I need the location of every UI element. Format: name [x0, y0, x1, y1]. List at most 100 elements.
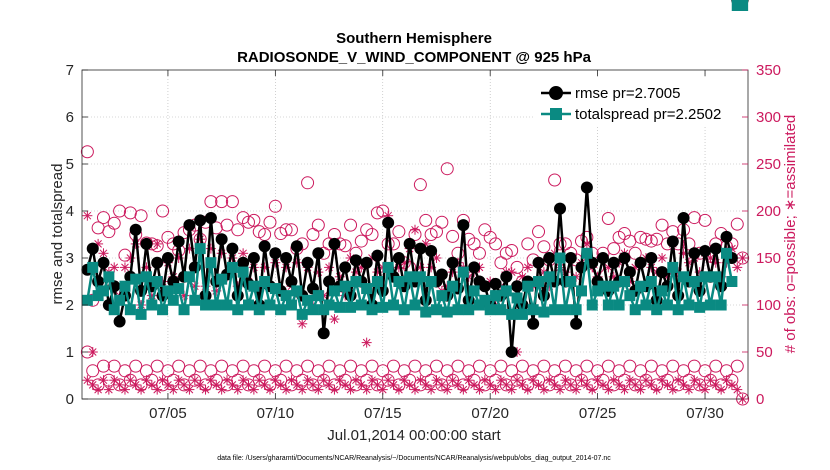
totalspread-point [543, 271, 555, 283]
y-tick-label: 3 [66, 250, 74, 267]
obs-assimilated-low-point [442, 384, 453, 395]
obs-possible-point [730, 217, 744, 231]
obs-possible-point [413, 178, 427, 192]
legend-rmse-label: rmse pr=2.7005 [575, 85, 680, 102]
totalspread-point [178, 304, 190, 316]
obs-assimilated-point [119, 262, 130, 273]
rmse-point [140, 237, 153, 250]
totalspread-point [119, 280, 131, 292]
totalspread-point [726, 276, 738, 287]
rmse-point [349, 254, 362, 267]
rmse-point [247, 252, 260, 264]
obs-possible-point [96, 211, 110, 225]
obs-possible-low-point [252, 373, 266, 387]
legend-rmse-marker [549, 86, 563, 100]
obs-possible-low-point [446, 373, 460, 387]
obs-assimilated-low-point [700, 384, 711, 395]
obs-possible-low-point [215, 359, 229, 373]
obs-possible-low-point [107, 359, 121, 373]
totalspread-point [130, 273, 142, 285]
ticks: 07/05 07/10 07/15 07/20 07/25 07/30 0 1 2 3 4 5 6 7 0 5… [66, 62, 781, 422]
rmse-point [258, 240, 271, 253]
obs-assimilated-low-point [571, 384, 582, 395]
totalspread-point [565, 276, 577, 287]
obs-assimilated-low-point [297, 384, 308, 395]
totalspread-point [457, 266, 469, 278]
totalspread-point [87, 261, 99, 273]
totalspread-point [200, 299, 212, 311]
obs-assimilated-point [297, 318, 308, 329]
totalspread-point [715, 299, 727, 311]
obs-possible-low-point [236, 359, 250, 373]
obs-assimilated-low-point [506, 384, 517, 395]
totalspread-point [602, 299, 614, 311]
totalspread-point [425, 276, 437, 287]
obs-possible-low-point [387, 359, 401, 373]
obs-possible-point [134, 209, 148, 223]
totalspread-point [135, 308, 147, 320]
y-tick-label: 7 [66, 62, 74, 79]
totalspread-point [463, 304, 475, 316]
obs-possible-point [483, 230, 497, 244]
totalspread-point [345, 301, 357, 313]
obs-possible-point [161, 230, 175, 244]
obs-possible-point [639, 232, 653, 246]
obs-possible-low-point [258, 359, 272, 373]
obs-assimilated-low-point [136, 384, 147, 395]
totalspread-point [183, 271, 195, 283]
obs-possible-low-point [575, 373, 588, 387]
totalspread-point [146, 299, 158, 311]
obs-assimilated-point [109, 262, 120, 273]
y-right-tick-label: 250 [756, 156, 781, 173]
obs-assimilated-low-point [119, 384, 130, 395]
totalspread-point [264, 299, 276, 311]
obs-possible-point [446, 229, 460, 243]
obs-assimilated-low-point [522, 384, 533, 395]
rmse-point [382, 216, 395, 229]
totalspread-point [388, 299, 400, 311]
x-tick-label: 07/15 [364, 405, 402, 422]
rmse-point [371, 249, 384, 262]
y-axis-right-label: # of obs: o=possible; ∗=assimilated [782, 115, 799, 354]
totalspread-point [430, 304, 442, 316]
obs-possible-point [247, 213, 261, 227]
obs-assimilated-low-point [93, 384, 104, 395]
totalspread-point [312, 290, 324, 302]
totalspread-point [414, 271, 426, 283]
obs-possible-point [268, 199, 282, 213]
totalspread-point [157, 304, 169, 316]
totalspread-point [285, 299, 297, 311]
rmse-point [280, 252, 293, 264]
y-tick-label: 0 [66, 391, 74, 408]
totalspread-point [302, 294, 314, 306]
obs-assimilated-low-point [538, 384, 549, 395]
obs-possible-point [204, 195, 218, 209]
obs-possible-low-point [365, 359, 379, 373]
obs-assimilated-low-point [426, 384, 437, 395]
obs-possible-point [231, 223, 245, 237]
rmse-point [699, 244, 712, 257]
totalspread-point [576, 285, 587, 297]
obs-possible-low-point [666, 359, 680, 373]
obs-possible-point [489, 237, 503, 251]
totalspread-point [645, 276, 657, 287]
obs-assimilated-low-point [479, 375, 490, 386]
totalspread-point [328, 285, 340, 297]
totalspread-point [688, 276, 700, 287]
totalspread-point [452, 304, 464, 316]
obs-possible-point [225, 195, 239, 209]
rmse-point [129, 223, 142, 236]
totalspread-point [667, 261, 679, 273]
rmse-point [543, 252, 556, 264]
rmse-point [392, 252, 405, 264]
obs-possible-point [698, 213, 712, 227]
rmse-point [618, 252, 631, 264]
totalspread-point [651, 304, 663, 316]
obs-assimilated-low-point [350, 375, 361, 386]
obs-possible-low-point [623, 359, 637, 373]
obs-possible-point [392, 225, 406, 239]
obs-possible-low-point [381, 373, 395, 387]
obs-possible-low-point [242, 378, 255, 392]
obs-assimilated-low-point [340, 379, 351, 390]
